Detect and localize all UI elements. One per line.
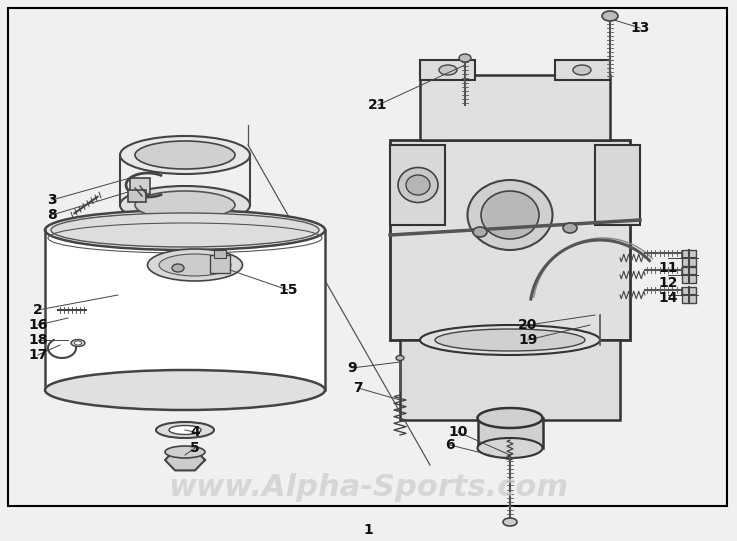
Ellipse shape xyxy=(156,422,214,438)
Ellipse shape xyxy=(602,11,618,21)
Ellipse shape xyxy=(406,175,430,195)
Bar xyxy=(595,145,640,225)
Bar xyxy=(400,340,620,420)
Ellipse shape xyxy=(172,264,184,272)
Text: 21: 21 xyxy=(368,98,388,112)
Ellipse shape xyxy=(51,213,319,247)
Ellipse shape xyxy=(459,54,471,62)
Text: 3: 3 xyxy=(47,193,57,207)
Text: 10: 10 xyxy=(448,425,468,439)
Text: 9: 9 xyxy=(347,361,357,375)
Ellipse shape xyxy=(478,408,542,428)
Bar xyxy=(682,287,696,303)
Polygon shape xyxy=(165,450,205,470)
Ellipse shape xyxy=(71,340,85,346)
Bar xyxy=(555,60,610,80)
Text: 4: 4 xyxy=(190,425,200,439)
Ellipse shape xyxy=(169,426,201,434)
Ellipse shape xyxy=(439,65,457,75)
Bar xyxy=(390,145,445,225)
Text: 14: 14 xyxy=(658,291,678,305)
Text: 16: 16 xyxy=(28,318,48,332)
Bar xyxy=(682,250,696,266)
Text: 15: 15 xyxy=(279,283,298,297)
Ellipse shape xyxy=(435,329,585,351)
Text: www.Alpha-Sports.com: www.Alpha-Sports.com xyxy=(168,473,568,503)
Bar xyxy=(478,418,543,448)
Bar xyxy=(130,178,150,194)
Ellipse shape xyxy=(467,180,553,250)
Text: 19: 19 xyxy=(518,333,538,347)
Bar xyxy=(420,75,610,140)
Ellipse shape xyxy=(563,223,577,233)
Ellipse shape xyxy=(481,191,539,239)
Text: 20: 20 xyxy=(518,318,538,332)
Ellipse shape xyxy=(398,168,438,202)
Bar xyxy=(214,250,226,258)
Bar xyxy=(128,190,146,202)
Text: 7: 7 xyxy=(353,381,363,395)
Text: 17: 17 xyxy=(28,348,48,362)
Ellipse shape xyxy=(165,446,205,458)
Ellipse shape xyxy=(503,518,517,526)
Text: 8: 8 xyxy=(47,208,57,222)
Ellipse shape xyxy=(473,227,487,237)
Ellipse shape xyxy=(45,370,325,410)
Ellipse shape xyxy=(120,186,250,224)
Ellipse shape xyxy=(135,191,235,219)
Bar xyxy=(420,60,475,80)
Ellipse shape xyxy=(120,136,250,174)
Text: 12: 12 xyxy=(658,276,678,290)
Text: 5: 5 xyxy=(190,441,200,455)
Text: 2: 2 xyxy=(33,303,43,317)
Text: 11: 11 xyxy=(658,261,678,275)
Text: 13: 13 xyxy=(630,21,650,35)
Bar xyxy=(210,255,230,273)
Ellipse shape xyxy=(159,254,231,276)
Ellipse shape xyxy=(74,341,82,345)
Text: 6: 6 xyxy=(445,438,455,452)
Ellipse shape xyxy=(147,249,242,281)
Ellipse shape xyxy=(135,141,235,169)
Bar xyxy=(390,140,630,340)
Ellipse shape xyxy=(420,325,600,355)
Ellipse shape xyxy=(478,438,542,458)
Ellipse shape xyxy=(396,355,404,360)
Ellipse shape xyxy=(45,210,325,250)
Text: 18: 18 xyxy=(28,333,48,347)
Bar xyxy=(682,267,696,283)
Ellipse shape xyxy=(573,65,591,75)
Text: 1: 1 xyxy=(363,523,373,537)
